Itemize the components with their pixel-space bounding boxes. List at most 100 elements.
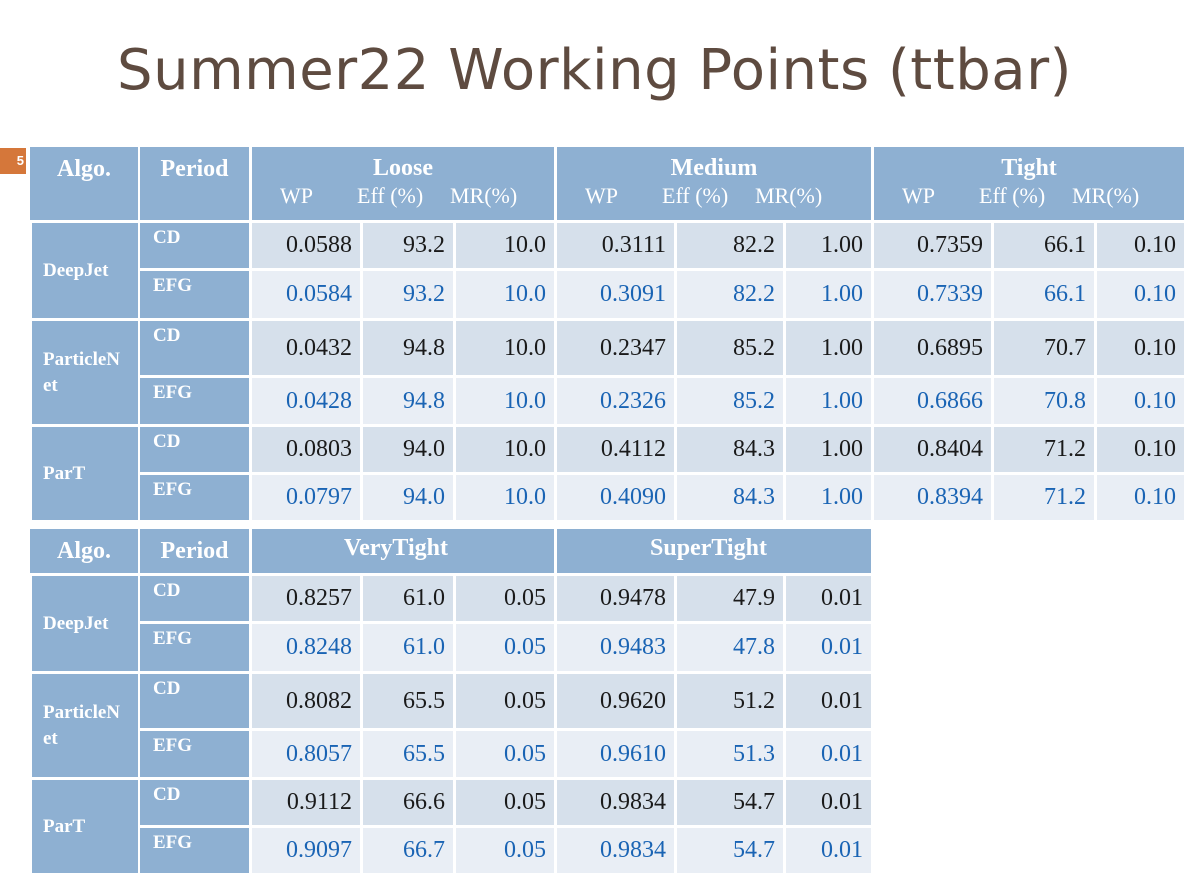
- subcolumn-header: WP: [902, 183, 935, 208]
- table-cell: 0.9483: [557, 624, 674, 671]
- algo-label: ParT: [32, 780, 138, 873]
- table-cell: 10.0: [456, 223, 554, 268]
- algo-name: ParT: [43, 815, 86, 837]
- subcolumn-header: MR(%): [755, 183, 823, 208]
- column-group-title: VeryTight: [344, 535, 449, 561]
- table-cell: 71.2: [994, 475, 1094, 520]
- column-group-title: Tight: [1001, 155, 1057, 181]
- table-cell: 1.00: [786, 321, 871, 375]
- period-header: Period: [140, 529, 249, 573]
- table-cell: 0.10: [1097, 475, 1184, 520]
- period-label: CD: [140, 321, 249, 375]
- table-cell: 70.8: [994, 378, 1094, 424]
- algo-header: Algo.: [30, 529, 138, 573]
- table-cell: 0.7339: [874, 271, 991, 318]
- table-cell: 0.9620: [557, 674, 674, 728]
- algo-label: ParT: [32, 427, 138, 520]
- table-cell: 0.05: [456, 576, 554, 621]
- table-cell: 1.00: [786, 427, 871, 472]
- table-cell: 0.05: [456, 624, 554, 671]
- slide-number: 5: [0, 148, 26, 174]
- algo-label: ParticleN et: [32, 321, 138, 424]
- table-cell: 0.4090: [557, 475, 674, 520]
- table-cell: 0.9610: [557, 731, 674, 777]
- table-cell: 0.0584: [252, 271, 360, 318]
- algo-label: DeepJet: [32, 223, 138, 318]
- period-label: CD: [140, 674, 249, 728]
- subcolumn-header: Eff (%): [662, 183, 729, 208]
- table-cell: 82.2: [677, 223, 783, 268]
- table-cell: 1.00: [786, 475, 871, 520]
- subcolumn-header: Eff (%): [357, 183, 424, 208]
- table-cell: 1.00: [786, 271, 871, 318]
- table-cell: 10.0: [456, 321, 554, 375]
- table-cell: 0.7359: [874, 223, 991, 268]
- table-cell: 47.9: [677, 576, 783, 621]
- table-cell: 0.0588: [252, 223, 360, 268]
- algo-label: DeepJet: [32, 576, 138, 671]
- column-group-medium: Medium WP Eff (%) MR(%): [557, 147, 871, 220]
- table-cell: 51.3: [677, 731, 783, 777]
- period-label: EFG: [140, 828, 249, 873]
- algo-name: DeepJet: [43, 612, 109, 634]
- algo-label: ParticleN et: [32, 674, 138, 777]
- table-cell: 0.0797: [252, 475, 360, 520]
- table-cell: 0.8082: [252, 674, 360, 728]
- table-cell: 0.05: [456, 780, 554, 825]
- slide-title: Summer22 Working Points (ttbar): [117, 38, 1072, 103]
- subcolumn-header: WP: [585, 183, 618, 208]
- column-group-title: Loose: [373, 155, 433, 181]
- table-cell: 1.00: [786, 378, 871, 424]
- column-group-supertight: SuperTight: [557, 529, 871, 573]
- subcolumn-header: WP: [280, 183, 313, 208]
- table-cell: 66.7: [363, 828, 453, 873]
- table-cell: 65.5: [363, 674, 453, 728]
- table-cell: 0.0432: [252, 321, 360, 375]
- table-cell: 51.2: [677, 674, 783, 728]
- subcolumn-header: MR(%): [1072, 183, 1140, 208]
- table-cell: 0.9478: [557, 576, 674, 621]
- table-cell: 94.8: [363, 378, 453, 424]
- table-cell: 0.0428: [252, 378, 360, 424]
- subcolumn-header: Eff (%): [979, 183, 1046, 208]
- period-label: EFG: [140, 731, 249, 777]
- table-cell: 47.8: [677, 624, 783, 671]
- table-cell: 94.0: [363, 427, 453, 472]
- subcolumn-header: MR(%): [450, 183, 518, 208]
- table-cell: 66.1: [994, 223, 1094, 268]
- column-group-title: SuperTight: [650, 535, 767, 561]
- table-cell: 10.0: [456, 427, 554, 472]
- table-cell: 0.01: [786, 780, 871, 825]
- table-cell: 70.7: [994, 321, 1094, 375]
- period-label: EFG: [140, 624, 249, 671]
- table-cell: 54.7: [677, 828, 783, 873]
- algo-name: ParticleN et: [43, 701, 121, 749]
- column-group-loose: Loose WP Eff (%) MR(%): [252, 147, 554, 220]
- table-cell: 71.2: [994, 427, 1094, 472]
- algo-header: Algo.: [30, 147, 138, 220]
- table-cell: 94.8: [363, 321, 453, 375]
- table-cell: 61.0: [363, 624, 453, 671]
- table-cell: 0.3111: [557, 223, 674, 268]
- table-cell: 0.8257: [252, 576, 360, 621]
- period-label: CD: [140, 427, 249, 472]
- algo-name: DeepJet: [43, 259, 109, 281]
- table-cell: 85.2: [677, 378, 783, 424]
- table-cell: 10.0: [456, 271, 554, 318]
- table-cell: 84.3: [677, 427, 783, 472]
- column-group-title: Medium: [670, 155, 758, 181]
- table-cell: 0.10: [1097, 271, 1184, 318]
- table-cell: 0.6866: [874, 378, 991, 424]
- table-cell: 61.0: [363, 576, 453, 621]
- table-cell: 10.0: [456, 475, 554, 520]
- table-cell: 0.2326: [557, 378, 674, 424]
- table-cell: 0.05: [456, 731, 554, 777]
- table-cell: 84.3: [677, 475, 783, 520]
- table-cell: 0.05: [456, 828, 554, 873]
- table-cell: 82.2: [677, 271, 783, 318]
- period-label: EFG: [140, 378, 249, 424]
- table-cell: 0.4112: [557, 427, 674, 472]
- table-cell: 0.8057: [252, 731, 360, 777]
- table-cell: 0.2347: [557, 321, 674, 375]
- period-label: CD: [140, 223, 249, 268]
